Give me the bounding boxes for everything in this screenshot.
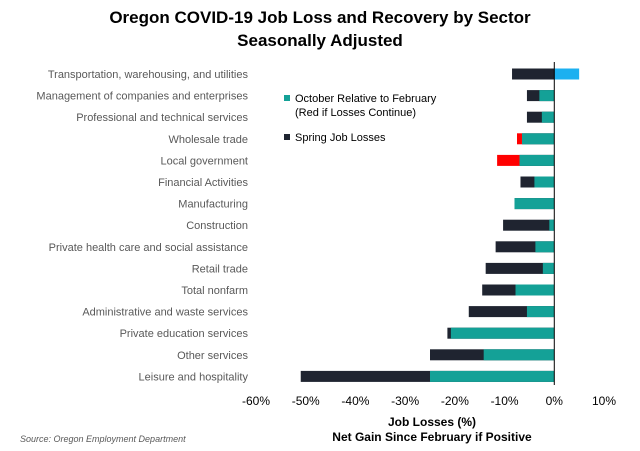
x-axis-label-2: Net Gain Since February if Positive (332, 430, 532, 444)
bars (300, 68, 580, 382)
x-tick-label: 10% (592, 394, 616, 408)
bar-october-relative (514, 198, 555, 210)
bar-spring-loss (468, 306, 555, 318)
bar-october-relative (515, 284, 555, 296)
bar-october-relative (430, 370, 555, 382)
category-label: Financial Activities (158, 177, 248, 189)
bar-october-relative (549, 219, 555, 231)
legend-label-spring: Spring Job Losses (295, 132, 386, 144)
category-label: Other services (177, 350, 248, 362)
bar-october-relative (542, 262, 555, 274)
bar-spring-loss (503, 219, 555, 231)
category-label: Retail trade (192, 263, 248, 275)
category-label: Total nonfarm (181, 285, 248, 297)
category-label: Wholesale trade (169, 134, 249, 146)
bar-october-relative (554, 68, 580, 80)
bar-october-relative (541, 111, 555, 123)
bar-october-relative (535, 241, 555, 253)
bar-october-relative (539, 90, 555, 102)
category-label: Manufacturing (178, 199, 248, 211)
x-tick-label: -10% (491, 394, 519, 408)
bar-october-relative (519, 154, 555, 166)
bar-spring-loss (526, 111, 555, 123)
bar-spring-loss (495, 241, 555, 253)
category-label: Private health care and social assistanc… (49, 242, 248, 254)
bar-october-relative (450, 327, 555, 339)
category-label: Private education services (120, 328, 249, 340)
category-labels: Transportation, warehousing, and utiliti… (36, 69, 248, 383)
chart-subtitle: Seasonally Adjusted (237, 31, 403, 50)
chart-title: Oregon COVID-19 Job Loss and Recovery by… (109, 8, 531, 27)
category-label: Leisure and hospitality (139, 371, 249, 383)
category-label: Local government (161, 155, 248, 167)
legend-swatch-october (284, 95, 290, 101)
legend: October Relative to February (Red if Los… (284, 93, 437, 144)
x-tick-label: -30% (391, 394, 419, 408)
x-tick-label: -60% (242, 394, 270, 408)
bar-october-continued-loss (517, 133, 522, 145)
bar-spring-loss (512, 68, 555, 80)
legend-label-october-line1: October Relative to February (295, 93, 437, 105)
category-label: Management of companies and enterprises (36, 91, 248, 103)
x-axis-label: Job Losses (%) (388, 415, 476, 429)
category-label: Construction (186, 220, 248, 232)
category-label: Transportation, warehousing, and utiliti… (48, 69, 249, 81)
x-tick-label: -20% (441, 394, 469, 408)
x-tick-labels: -60% -50% -40% -30% -20% -10% 0% 10% (242, 394, 616, 408)
bar-october-relative (526, 306, 555, 318)
category-label: Professional and technical services (76, 112, 248, 124)
bar-october-relative (534, 176, 555, 188)
x-tick-label: -40% (341, 394, 369, 408)
legend-swatch-spring (284, 134, 290, 140)
bar-october-continued-loss (497, 154, 520, 166)
x-tick-label: 0% (546, 394, 564, 408)
source-note: Source: Oregon Employment Department (20, 434, 186, 444)
x-tick-label: -50% (292, 394, 320, 408)
bar-october-relative (483, 349, 555, 361)
bar-spring-loss (485, 262, 555, 274)
bar-october-relative (521, 133, 555, 145)
legend-label-october-line2: (Red if Losses Continue) (295, 107, 416, 119)
category-label: Administrative and waste services (82, 307, 248, 319)
bar-spring-loss (300, 370, 555, 382)
